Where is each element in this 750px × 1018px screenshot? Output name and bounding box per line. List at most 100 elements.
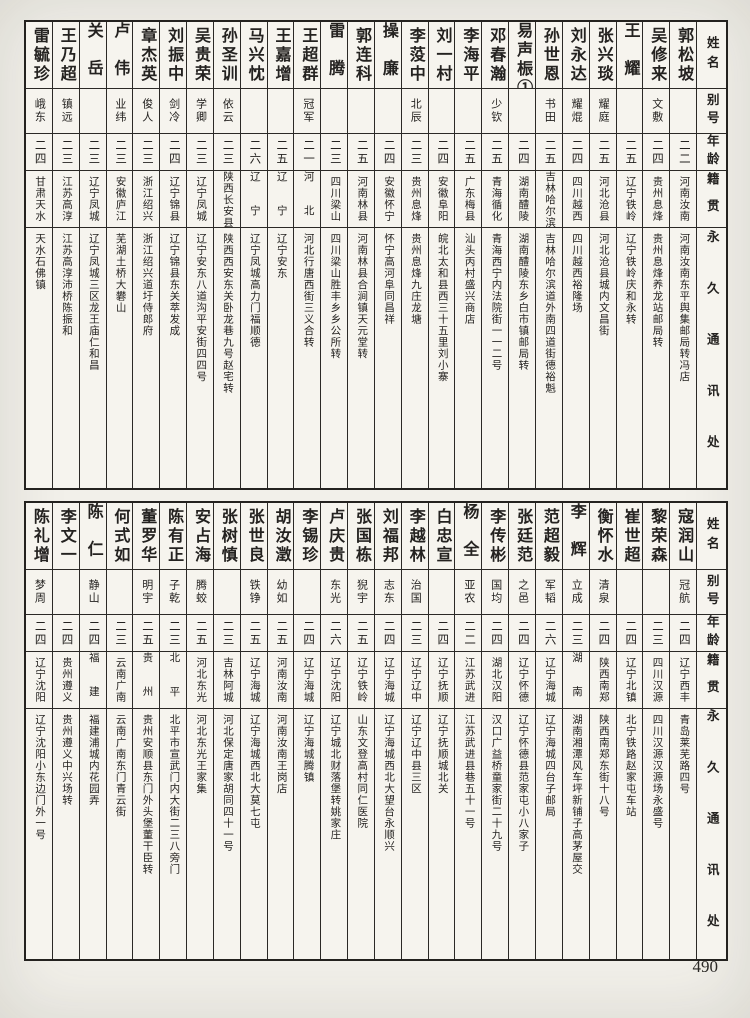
entry-column: 董罗华 明宇 二五 贵州 贵州安顺县东门外头堡董干臣转 bbox=[132, 503, 160, 959]
entry-age: 二三 bbox=[187, 134, 213, 171]
entry-column: 刘振中 剑冷 二四 辽宁锦县 辽宁锦县东关萃发成 bbox=[159, 22, 187, 488]
entry-native: 安徽怀宁 bbox=[374, 171, 401, 228]
entry-address: 河南林县合涧镇天元堂转 bbox=[356, 233, 368, 360]
entry-column: 章杰英 俊人 二三 浙江绍兴 浙江绍兴道圩侍郎府 bbox=[132, 22, 160, 488]
entry-alias: 军韬 bbox=[536, 570, 562, 615]
entry-column: 李越林 治国 二三 辽宁辽中 辽宁辽中县三区 bbox=[400, 503, 428, 959]
entry-alias: 立成 bbox=[562, 570, 589, 615]
entry-native: 辽宁辽中 bbox=[401, 652, 428, 709]
header-age: 年龄 bbox=[697, 134, 726, 171]
entry-address: 贵州安顺县东门外头堡董干臣转 bbox=[141, 714, 153, 875]
entry-alias bbox=[455, 89, 482, 134]
entry-native: 江苏高淳 bbox=[52, 171, 79, 228]
entry-column: 何式如 二三 云南广南 云南广南东门青云街 bbox=[105, 503, 133, 959]
entry-age: 二五 bbox=[455, 134, 482, 171]
entry-age: 二三 bbox=[213, 134, 240, 171]
entry-alias: 梦周 bbox=[25, 570, 52, 615]
entry-age: 二四 bbox=[25, 134, 52, 171]
entry-native: 青海循化 bbox=[482, 171, 509, 228]
entry-age: 二四 bbox=[589, 615, 616, 652]
entry-alias bbox=[321, 89, 348, 134]
entry-address: 辽宁铁岭庆和永转 bbox=[624, 233, 636, 325]
entry-column: 王耀 二五 辽宁铁岭 辽宁铁岭庆和永转 bbox=[615, 22, 643, 488]
entry-age: 二四 bbox=[509, 134, 535, 171]
entry-native: 江苏武进 bbox=[455, 652, 482, 709]
directory-table-bottom: 姓名 别号 年龄 籍贯 永久通讯处 寇润山 冠航 二四 辽宁西丰 青岛莱芜路四号… bbox=[24, 501, 728, 961]
entry-age: 二三 bbox=[106, 615, 133, 652]
entry-address: 陕西南郑东街十八号 bbox=[597, 714, 609, 818]
entry-name: 孙圣训 bbox=[213, 22, 240, 89]
entry-age: 二三 bbox=[643, 615, 670, 652]
entry-name: 李锡珍 bbox=[294, 503, 321, 570]
entry-column: 卢伟 业纬 二三 安徽庐江 芜湖土桥大礬山 bbox=[105, 22, 133, 488]
entry-native: 河南汝南 bbox=[670, 171, 697, 228]
entry-native: 河北 bbox=[294, 171, 321, 228]
entry-alias: 之邑 bbox=[509, 570, 535, 615]
entry-alias bbox=[616, 89, 643, 134]
entry-alias: 北辰 bbox=[401, 89, 428, 134]
entry-name: 吴修来 bbox=[643, 22, 670, 89]
entry-alias bbox=[213, 570, 240, 615]
entry-address: 辽宁锦县东关萃发成 bbox=[168, 233, 180, 337]
entry-native: 辽宁铁岭 bbox=[348, 652, 374, 709]
entry-age: 二五 bbox=[267, 134, 294, 171]
entry-column: 张廷范 之邑 二四 辽宁怀德 辽宁怀德县范家屯小八家子 bbox=[508, 503, 535, 959]
entry-address: 山东文登高村同仁医院 bbox=[356, 714, 368, 829]
entry-name: 卢伟 bbox=[106, 22, 133, 89]
entry-age: 二四 bbox=[294, 615, 321, 652]
page-number: 490 bbox=[692, 957, 719, 976]
entry-name: 范超毅 bbox=[536, 503, 562, 570]
entry-age: 二四 bbox=[616, 615, 643, 652]
entry-column: 范超毅 军韬 二六 辽宁海城 辽宁海城四台子邮局 bbox=[535, 503, 562, 959]
entry-address: 江苏高淳沛桥陈振和 bbox=[60, 233, 72, 337]
entry-alias bbox=[267, 89, 294, 134]
header-alias: 别号 bbox=[697, 570, 726, 615]
header-native: 籍贯 bbox=[697, 652, 726, 709]
entry-address: 辽宁海城腾镇 bbox=[302, 714, 314, 783]
entry-column: 王超群 冠军 二一 河北 河北行唐西街三义合转 bbox=[293, 22, 321, 488]
header-name: 姓名 bbox=[697, 503, 726, 570]
entry-native: 吉林哈尔滨 bbox=[536, 171, 562, 228]
entry-address: 贵州遵义中兴场转 bbox=[60, 714, 72, 806]
entry-name: 郭松坡 bbox=[670, 22, 697, 89]
header-age: 年龄 bbox=[697, 615, 726, 652]
entry-age: 二三 bbox=[321, 134, 348, 171]
entry-alias: 冠军 bbox=[294, 89, 321, 134]
entry-address: 芜湖土桥大礬山 bbox=[114, 233, 126, 314]
entry-column: 孙圣训 依云 二三 陕西长安县 陕西西安东关卧龙巷九号赵宅转 bbox=[212, 22, 240, 488]
entry-address: 贵州息烽九庄龙塘 bbox=[409, 233, 421, 325]
entry-name: 章杰英 bbox=[133, 22, 160, 89]
entry-column: 胡汝澂 幼如 二五 河南汝南 河南汝南王岗店 bbox=[266, 503, 294, 959]
entry-name: 张兴琰 bbox=[589, 22, 616, 89]
entry-age: 二三 bbox=[401, 134, 428, 171]
entry-address: 怀宁高河阜同昌祥 bbox=[383, 233, 395, 325]
entry-age: 二六 bbox=[536, 615, 562, 652]
entry-alias: 学卿 bbox=[187, 89, 213, 134]
entry-name: 衡怀水 bbox=[589, 503, 616, 570]
entry-address: 辽宁海城四台子邮局 bbox=[544, 714, 556, 818]
entry-name: 李文一 bbox=[52, 503, 79, 570]
entry-native: 吉林阿城 bbox=[213, 652, 240, 709]
entry-native: 河南汝南 bbox=[267, 652, 294, 709]
entry-column: 安占海 腾蛟 二五 河北东光 河北东光王家集 bbox=[186, 503, 213, 959]
entry-column: 李传彬 国均 二四 湖北汉阳 汉口广益桥童家街二十九号 bbox=[481, 503, 509, 959]
entry-age: 二二 bbox=[455, 615, 482, 652]
entry-alias bbox=[670, 89, 697, 134]
entry-address: 辽宁海城西北大望台永顺兴 bbox=[383, 714, 395, 852]
entry-native: 陕西长安县 bbox=[213, 171, 240, 228]
entry-column: 张兴琰 耀庭 二五 河北沧县 河北沧县城内文昌街 bbox=[588, 22, 616, 488]
entry-alias bbox=[616, 570, 643, 615]
entry-native: 浙江绍兴 bbox=[133, 171, 160, 228]
entry-alias bbox=[52, 570, 79, 615]
entry-alias: 国均 bbox=[482, 570, 509, 615]
entry-alias: 峨东 bbox=[25, 89, 52, 134]
entry-column: 李锡珍 二四 辽宁海城 辽宁海城腾镇 bbox=[293, 503, 321, 959]
entry-native: 河北沧县 bbox=[589, 171, 616, 228]
entry-native: 辽宁海城 bbox=[294, 652, 321, 709]
entry-name: 安占海 bbox=[187, 503, 213, 570]
entry-column: 孙世恩 书田 二五 吉林哈尔滨 吉林哈尔滨道外南四道街德裕魁 bbox=[535, 22, 562, 488]
entry-alias bbox=[348, 89, 374, 134]
entry-age: 二四 bbox=[482, 615, 509, 652]
entry-alias: 依云 bbox=[213, 89, 240, 134]
entry-name: 雷腾 bbox=[321, 22, 348, 89]
